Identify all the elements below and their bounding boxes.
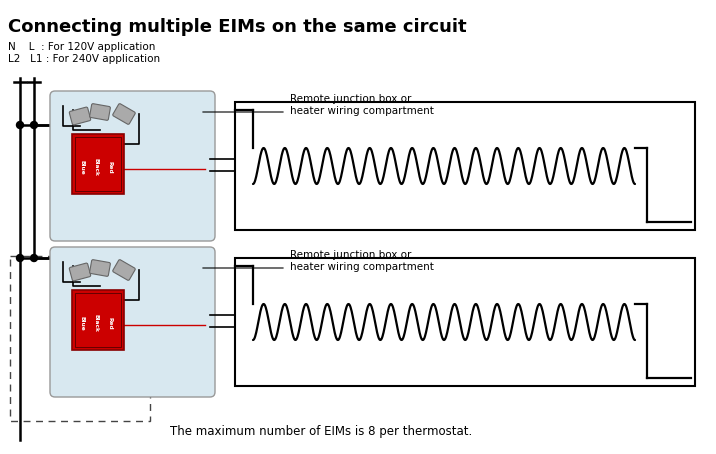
Text: Black: Black	[94, 158, 99, 176]
Text: N    L  : For 120V application: N L : For 120V application	[8, 42, 155, 52]
Text: Blue: Blue	[79, 316, 84, 331]
Text: Connecting multiple EIMs on the same circuit: Connecting multiple EIMs on the same cir…	[8, 18, 467, 36]
Circle shape	[31, 255, 37, 262]
Bar	[75, 293, 121, 347]
Bar	[72, 290, 124, 350]
Text: L2   L1 : For 240V application: L2 L1 : For 240V application	[8, 54, 160, 64]
Circle shape	[31, 122, 37, 128]
Circle shape	[16, 122, 24, 128]
Bar	[72, 134, 124, 194]
FancyBboxPatch shape	[112, 260, 135, 280]
Text: Blue: Blue	[79, 160, 84, 174]
Bar	[235, 258, 695, 386]
Text: The maximum number of EIMs is 8 per thermostat.: The maximum number of EIMs is 8 per ther…	[170, 425, 473, 438]
Text: Remote junction box or
heater wiring compartment: Remote junction box or heater wiring com…	[290, 94, 434, 116]
Circle shape	[16, 255, 24, 262]
Bar	[75, 137, 121, 191]
Text: Red: Red	[107, 161, 112, 173]
FancyBboxPatch shape	[50, 91, 215, 241]
Bar	[235, 102, 695, 230]
Text: Black: Black	[94, 314, 99, 332]
FancyBboxPatch shape	[69, 107, 91, 125]
FancyBboxPatch shape	[50, 247, 215, 397]
Bar	[10, 256, 150, 421]
FancyBboxPatch shape	[90, 260, 110, 276]
Text: Remote junction box or
heater wiring compartment: Remote junction box or heater wiring com…	[290, 250, 434, 271]
Text: Red: Red	[107, 316, 112, 329]
FancyBboxPatch shape	[69, 263, 91, 281]
FancyBboxPatch shape	[112, 104, 135, 124]
FancyBboxPatch shape	[90, 104, 110, 120]
